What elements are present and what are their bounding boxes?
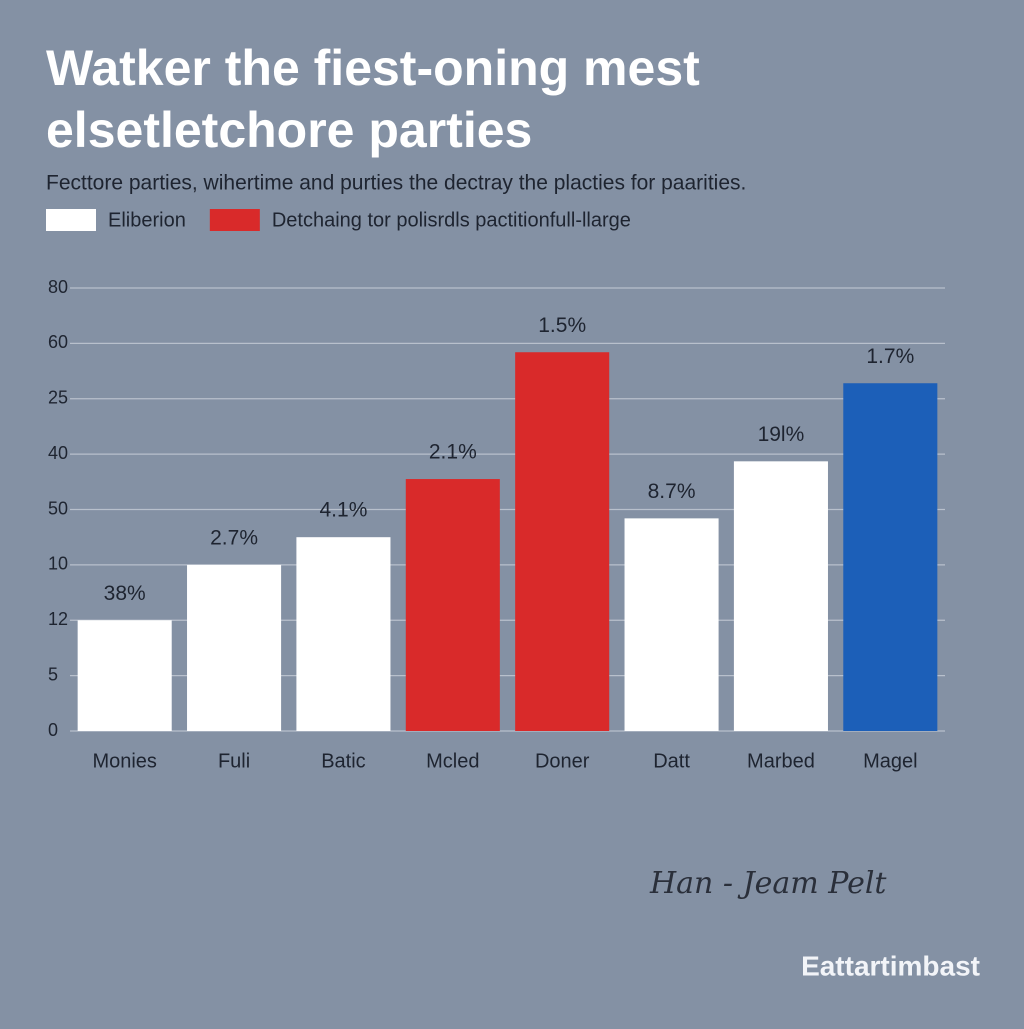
bar	[843, 383, 938, 731]
bar	[296, 537, 391, 731]
y-tick-label: 5	[48, 664, 58, 684]
bar-annotation: 1.7%	[866, 345, 914, 368]
chart-title: Watker the fiest-oning mest	[46, 40, 700, 96]
y-tick-label: 80	[48, 277, 68, 297]
bar-annotation: 38%	[104, 582, 146, 605]
x-tick-label: Batic	[321, 750, 365, 772]
bar-annotation: 2.7%	[210, 526, 258, 549]
y-tick-label: 25	[48, 388, 68, 408]
x-tick-label: Magel	[863, 750, 917, 772]
bar	[624, 518, 719, 731]
legend-swatch	[209, 209, 260, 231]
y-tick-label: 12	[48, 609, 68, 629]
watermark: Eattartimbast	[801, 950, 980, 981]
x-tick-label: Doner	[535, 750, 590, 772]
y-tick-label: 50	[48, 498, 68, 518]
legend-label: Eliberion	[108, 209, 186, 231]
bar	[733, 461, 828, 731]
y-tick-label: 40	[48, 443, 68, 463]
legend-label: Detchaing tor polisrdls pactitionfull-ll…	[272, 209, 631, 231]
x-tick-label: Mcled	[426, 750, 479, 772]
bar-annotation: 4.1%	[320, 499, 368, 522]
bar	[405, 479, 500, 731]
chart-subtitle: Fecttore parties, wihertime and purties …	[46, 172, 746, 195]
x-tick-label: Datt	[653, 750, 690, 772]
bar-annotation: 2.1%	[429, 441, 477, 464]
bar	[515, 352, 610, 731]
x-tick-label: Marbed	[747, 750, 815, 772]
y-tick-label: 0	[48, 720, 58, 740]
y-tick-label: 10	[48, 554, 68, 574]
bar-annotation: 1.5%	[538, 314, 586, 337]
x-tick-label: Monies	[92, 750, 156, 772]
bar-annotation: 19l%	[758, 423, 805, 446]
bar	[187, 564, 282, 731]
legend-swatch	[46, 209, 96, 231]
signature: Han - Jeam Pelt	[649, 866, 887, 901]
chart-title: elsetletchore parties	[46, 102, 532, 158]
x-tick-label: Fuli	[218, 750, 250, 772]
bar-annotation: 8.7%	[648, 480, 696, 503]
bar	[77, 620, 172, 731]
y-tick-label: 60	[48, 332, 68, 352]
